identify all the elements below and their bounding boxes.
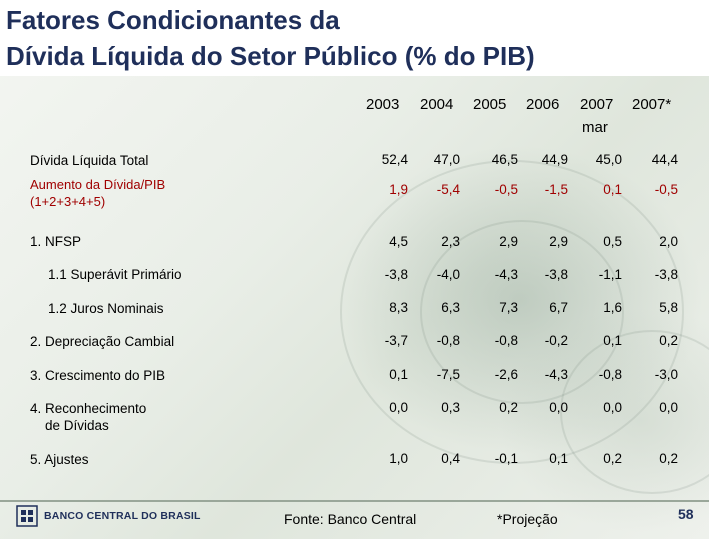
row-label-superavit-primario: 1.1 Superávit Primário [48, 267, 182, 282]
cell: 0,0 [659, 400, 678, 415]
cell: 1,0 [389, 451, 408, 466]
cell: -0,8 [598, 367, 622, 382]
cell: -0,8 [436, 333, 460, 348]
cell: 0,3 [441, 400, 460, 415]
page-number: 58 [678, 506, 694, 522]
cell: -0,5 [654, 182, 678, 197]
cell: -2,6 [494, 367, 518, 382]
cell: 44,4 [651, 152, 678, 167]
row-label-depreciacao-cambial: 2. Depreciação Cambial [30, 334, 175, 349]
cell: 0,0 [389, 400, 408, 415]
cell: 1,9 [389, 182, 408, 197]
row-label-divida-total: Dívida Líquida Total [30, 153, 149, 168]
row-label-ajustes: 5. Ajustes [30, 452, 89, 467]
title-line-1: Fatores Condicionantes da [6, 5, 340, 35]
cell: 0,2 [659, 333, 678, 348]
cell: 2,9 [499, 234, 518, 249]
year-header-2007: 2007 [580, 96, 614, 113]
year-header-2004: 2004 [420, 96, 454, 113]
cell: 4,5 [389, 234, 408, 249]
cell: 47,0 [433, 152, 460, 167]
row-label-nfsp: 1. NFSP [30, 234, 82, 249]
cell: -4,3 [494, 267, 518, 282]
cell: 0,0 [603, 400, 622, 415]
slide-title: Fatores Condicionantes da Dívida Líquida… [6, 2, 706, 74]
cell: 0,2 [659, 451, 678, 466]
row-label-crescimento-pib: 3. Crescimento do PIB [30, 368, 166, 383]
cell: 5,8 [659, 300, 678, 315]
cell: 44,9 [541, 152, 568, 167]
cell: -3,0 [654, 367, 678, 382]
year-header-2007-proj: 2007* [632, 96, 672, 113]
bcb-logo: BANCO CENTRAL DO BRASIL [16, 505, 201, 527]
cell: -4,0 [436, 267, 460, 282]
cell: 1,6 [603, 300, 622, 315]
cell: 2,9 [549, 234, 568, 249]
cell: -1,5 [544, 182, 568, 197]
year-header-2005: 2005 [473, 96, 507, 113]
cell: 45,0 [595, 152, 622, 167]
footer-divider [0, 500, 709, 502]
cell: 0,1 [603, 333, 622, 348]
title-area: Fatores Condicionantes da Dívida Líquida… [0, 0, 709, 76]
cell: 2,3 [441, 234, 460, 249]
cell: 0,2 [499, 400, 518, 415]
cell: -7,5 [436, 367, 460, 382]
cell: -0,5 [494, 182, 518, 197]
cell: -3,7 [384, 333, 408, 348]
year-header-2003: 2003 [366, 96, 400, 113]
bcb-emblem-icon [16, 505, 38, 527]
cell: 6,7 [549, 300, 568, 315]
cell: 2,0 [659, 234, 678, 249]
cell: -0,1 [494, 451, 518, 466]
cell: -3,8 [384, 267, 408, 282]
cell: -0,2 [544, 333, 568, 348]
source-note: Fonte: Banco Central [284, 511, 417, 527]
cell: -3,8 [654, 267, 678, 282]
year-header-2006: 2006 [526, 96, 560, 113]
cell: 0,1 [603, 182, 622, 197]
row-label-aumento-divida: Aumento da Dívida/PIB (1+2+3+4+5) [30, 177, 166, 209]
cell: 0,0 [549, 400, 568, 415]
cell: -4,3 [544, 367, 568, 382]
logo-text: BANCO CENTRAL DO BRASIL [44, 510, 201, 522]
cell: -5,4 [436, 182, 460, 197]
title-line-2: Dívida Líquida do Setor Público (% do PI… [6, 41, 535, 71]
cell: -0,8 [494, 333, 518, 348]
projection-note: *Projeção [497, 511, 558, 527]
cell: 7,3 [499, 300, 518, 315]
cell: 0,2 [603, 451, 622, 466]
cell: 0,4 [441, 451, 460, 466]
cell: -3,8 [544, 267, 568, 282]
row-label-reconhecimento-dividas: 4. Reconhecimento de Dívidas [30, 401, 147, 433]
cell: 52,4 [381, 152, 408, 167]
cell: 0,1 [549, 451, 568, 466]
row-label-juros-nominais: 1.2 Juros Nominais [48, 301, 164, 316]
cell: 6,3 [441, 300, 460, 315]
cell: -1,1 [598, 267, 622, 282]
cell: 0,5 [603, 234, 622, 249]
cell: 8,3 [389, 300, 408, 315]
cell: 0,1 [389, 367, 408, 382]
year-subheader-mar: mar [582, 119, 608, 136]
cell: 46,5 [491, 152, 518, 167]
